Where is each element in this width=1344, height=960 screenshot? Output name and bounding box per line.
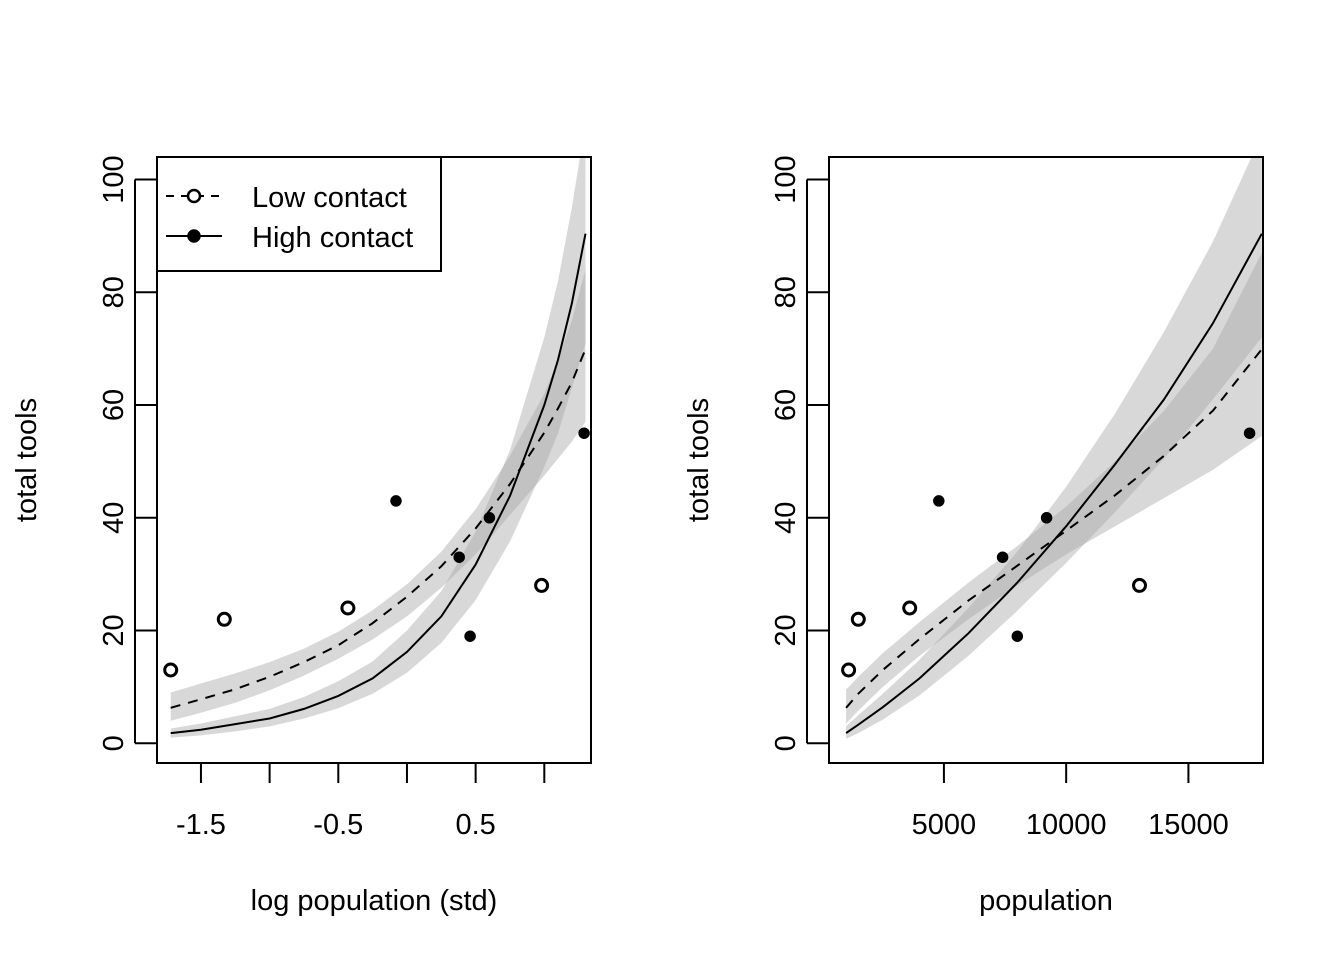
legend-label-low-contact: Low contact — [252, 182, 407, 214]
x-tick-label: 5000 — [912, 809, 977, 841]
y-axis-label-right: total tools — [683, 398, 715, 522]
y-axis-left: 0 20 40 60 80 100 — [98, 155, 157, 751]
y-tick-label: 40 — [98, 502, 130, 534]
lines-left — [170, 233, 587, 735]
data-point-high-contact — [1011, 630, 1024, 642]
y-tick-label: 20 — [770, 614, 802, 646]
data-point-low-contact — [340, 600, 356, 616]
x-tick-label: 0.5 — [455, 809, 495, 841]
y-tick-label: 100 — [770, 155, 802, 203]
data-point-high-contact — [1243, 427, 1256, 439]
y-tick-label: 20 — [98, 614, 130, 646]
series-line-solid — [845, 233, 1263, 734]
data-point-high-contact — [578, 427, 590, 439]
data-point-high-contact — [464, 630, 476, 642]
y-tick-label: 80 — [770, 276, 802, 308]
y-tick-label: 0 — [770, 735, 802, 751]
y-tick-label: 60 — [98, 389, 130, 421]
y-tick-label: 60 — [770, 389, 802, 421]
y-tick-label: 40 — [770, 502, 802, 534]
data-point-high-contact — [390, 495, 402, 507]
x-tick-label: -0.5 — [313, 809, 363, 841]
plot-frame-right — [828, 156, 1264, 764]
left-panel: -1.5 -0.5 0.5 0 20 40 60 80 100 log population … — [11, 155, 592, 917]
x-axis-label-right: population — [979, 885, 1113, 917]
data-point-low-contact — [850, 611, 866, 627]
data-point-low-contact — [902, 600, 918, 616]
y-tick-label: 80 — [98, 276, 130, 308]
x-tick-label: 15000 — [1148, 809, 1229, 841]
x-axis-left: -1.5 -0.5 0.5 — [176, 762, 546, 841]
bands-right — [846, 157, 1262, 739]
data-point-low-contact — [216, 611, 232, 627]
y-tick-label: 0 — [98, 735, 130, 751]
x-tick-label: 10000 — [1026, 809, 1107, 841]
series-line-dashed — [170, 348, 587, 709]
right-panel: 5000 10000 15000 0 20 40 60 80 100 population t… — [683, 155, 1264, 917]
legend-box — [156, 156, 442, 272]
x-tick-label: -1.5 — [176, 809, 226, 841]
legend-filled-circle-marker — [187, 229, 201, 243]
confidence-band-dashed — [846, 252, 1262, 724]
series-line-solid — [170, 233, 587, 735]
lines-right — [845, 233, 1263, 734]
data-point-high-contact — [933, 495, 945, 507]
series-line-dashed — [845, 348, 1263, 709]
data-point-low-contact — [841, 662, 857, 678]
data-point-high-contact — [1040, 512, 1053, 524]
data-point-low-contact — [163, 662, 179, 678]
points-right — [841, 427, 1256, 678]
data-point-low-contact — [534, 577, 550, 593]
legend: Low contact High contact — [156, 156, 442, 272]
y-axis-label-left: total tools — [11, 398, 43, 522]
data-point-high-contact — [996, 551, 1009, 563]
data-point-high-contact — [483, 512, 496, 524]
x-axis-right: 5000 10000 15000 — [912, 762, 1229, 841]
points-left — [163, 427, 590, 678]
y-axis-right: 0 20 40 60 80 100 — [770, 155, 829, 751]
legend-open-circle-marker — [186, 188, 202, 204]
x-axis-label-left: log population (std) — [251, 885, 498, 917]
data-point-low-contact — [1132, 577, 1147, 593]
legend-label-high-contact: High contact — [252, 222, 413, 254]
data-point-high-contact — [453, 551, 465, 563]
y-tick-label: 100 — [98, 155, 130, 203]
